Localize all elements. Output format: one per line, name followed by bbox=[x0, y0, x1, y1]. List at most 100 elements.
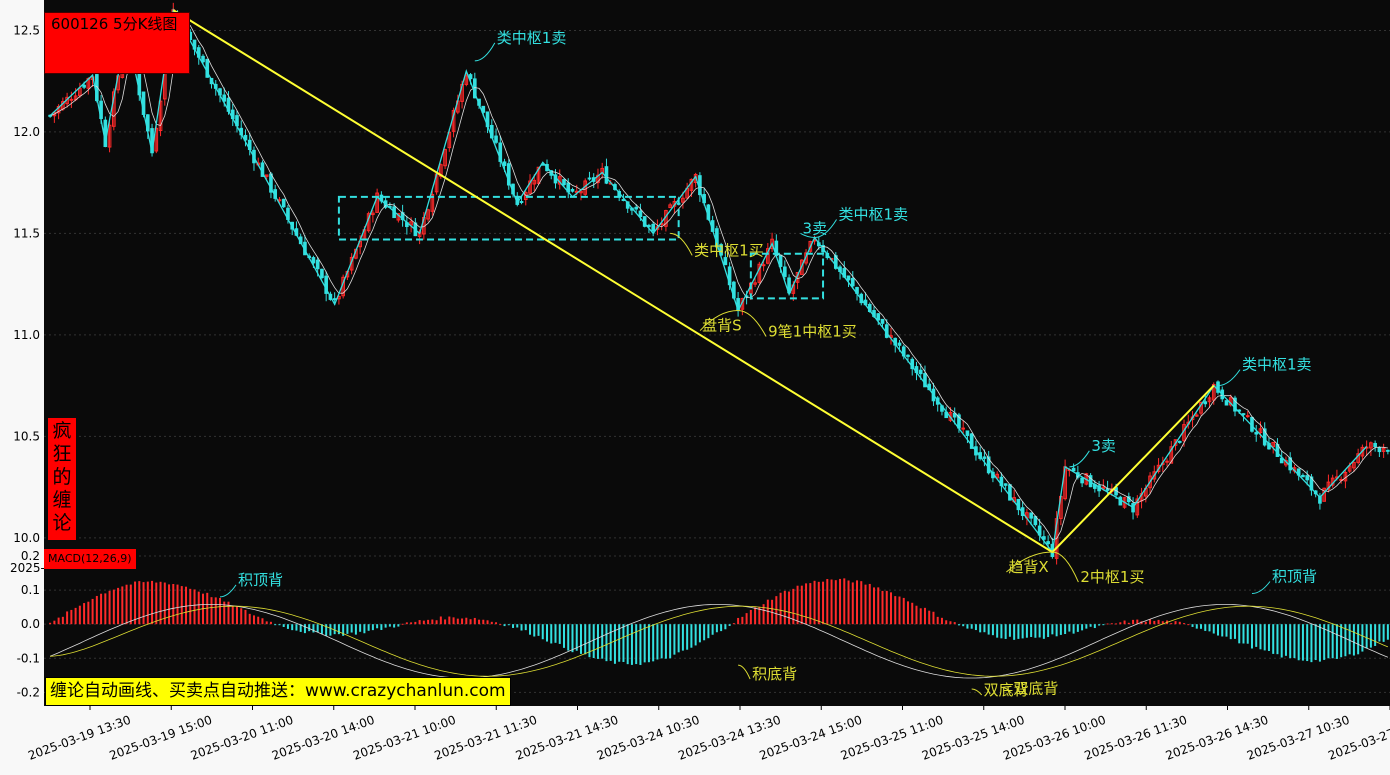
macd-bar bbox=[1132, 619, 1135, 625]
candle-body bbox=[103, 119, 108, 148]
macd-bar bbox=[1357, 624, 1360, 655]
candle-body bbox=[723, 257, 728, 266]
macd-bar bbox=[53, 620, 56, 625]
macd-bar bbox=[1089, 624, 1092, 627]
candle-body bbox=[1046, 541, 1050, 545]
candle-body bbox=[426, 209, 430, 220]
candle-body bbox=[923, 373, 927, 388]
macd-bar bbox=[1000, 624, 1003, 639]
macd-bar bbox=[1004, 624, 1007, 639]
macd-bar bbox=[889, 592, 892, 625]
price-annotation: 趋背X bbox=[1008, 558, 1048, 576]
candle-body bbox=[1254, 432, 1259, 435]
candle-body bbox=[1377, 447, 1382, 453]
candle-body bbox=[1211, 383, 1216, 401]
macd-bar bbox=[885, 590, 888, 625]
candle-body bbox=[1245, 415, 1250, 418]
macd-bar bbox=[1076, 624, 1079, 632]
price-annotation-pointer bbox=[738, 310, 767, 337]
macd-bar bbox=[987, 624, 990, 635]
macd-bar bbox=[622, 624, 625, 662]
macd-bar bbox=[1204, 624, 1207, 631]
macd-bar bbox=[180, 586, 183, 625]
macd-label: MACD(12,26,9) bbox=[48, 552, 132, 565]
macd-bar bbox=[1127, 622, 1130, 625]
macd-bar bbox=[643, 624, 646, 663]
candle-body bbox=[876, 313, 881, 321]
macd-bar bbox=[805, 583, 808, 625]
macd-bar bbox=[495, 622, 498, 625]
candle-body bbox=[668, 204, 672, 209]
candle-body bbox=[906, 354, 910, 357]
macd-bar bbox=[350, 624, 353, 633]
macd-bar bbox=[1280, 624, 1283, 658]
macd-bar bbox=[550, 624, 553, 644]
candle-body bbox=[897, 342, 902, 346]
macd-bar bbox=[274, 624, 277, 626]
price-tick-label: 10.5 bbox=[13, 429, 40, 443]
macd-bar bbox=[112, 589, 115, 625]
candle-body bbox=[82, 84, 86, 88]
macd-bar bbox=[1378, 624, 1381, 642]
price-annotation-pointer bbox=[699, 310, 739, 331]
macd-bar bbox=[448, 616, 451, 625]
macd-bar bbox=[393, 624, 396, 628]
candle-body bbox=[634, 206, 639, 210]
candle-body bbox=[995, 473, 999, 479]
candle-body bbox=[1271, 441, 1276, 448]
promo-banner[interactable]: 缠论自动画线、买卖点自动推送：www.crazychanlun.com bbox=[45, 677, 511, 706]
macd-bar bbox=[902, 597, 905, 625]
macd-bar bbox=[1246, 624, 1249, 644]
macd-bar bbox=[864, 584, 867, 625]
macd-annotation: 积顶背 bbox=[1272, 568, 1317, 586]
macd-tick-label: 0.0 bbox=[21, 617, 40, 631]
macd-bar bbox=[1284, 624, 1287, 656]
candle-body bbox=[158, 100, 163, 131]
macd-dea-line bbox=[50, 605, 1389, 677]
macd-bar bbox=[724, 624, 727, 630]
macd-bar bbox=[630, 624, 633, 665]
price-annotation-pointer bbox=[814, 219, 837, 238]
macd-bar bbox=[452, 617, 455, 625]
macd-bar bbox=[172, 583, 175, 625]
price-annotation: 盘背S bbox=[702, 317, 742, 335]
macd-bar bbox=[197, 591, 200, 625]
candle-body bbox=[880, 318, 885, 324]
macd-bar bbox=[919, 608, 922, 625]
macd-bar bbox=[507, 624, 510, 626]
promo-banner-text: 缠论自动画线、买卖点自动推送：www.crazychanlun.com bbox=[50, 681, 506, 701]
macd-bar bbox=[788, 591, 791, 625]
macd-bar bbox=[252, 615, 255, 625]
macd-bar bbox=[800, 585, 803, 625]
candle-body bbox=[587, 177, 592, 180]
macd-bar bbox=[61, 616, 64, 625]
macd-bar bbox=[1352, 624, 1355, 656]
side-label: 疯狂的缠论 bbox=[52, 420, 72, 534]
macd-bar bbox=[325, 624, 328, 636]
price-annotation-pointer bbox=[1052, 551, 1079, 583]
macd-bar bbox=[320, 624, 323, 634]
bi-stroke-line bbox=[49, 8, 1368, 554]
macd-bar bbox=[125, 584, 128, 625]
macd-bar bbox=[1093, 624, 1096, 629]
macd-bar bbox=[1276, 624, 1279, 655]
macd-bar bbox=[1382, 624, 1385, 642]
macd-bar bbox=[1102, 624, 1105, 626]
macd-bar bbox=[898, 596, 901, 625]
macd-bar bbox=[210, 597, 213, 625]
macd-bar bbox=[1221, 624, 1224, 637]
macd-bar bbox=[932, 611, 935, 625]
candle-body bbox=[375, 192, 379, 213]
candle-body bbox=[371, 212, 375, 216]
macd-bar bbox=[1233, 624, 1236, 639]
macd-annotation: 积底背 bbox=[752, 665, 797, 683]
candle-body bbox=[277, 199, 282, 202]
macd-bar bbox=[873, 587, 876, 625]
macd-bar bbox=[461, 618, 464, 625]
macd-bar bbox=[397, 624, 400, 627]
macd-bar bbox=[881, 590, 884, 625]
macd-bar bbox=[537, 624, 540, 636]
price-annotation: 类中枢1卖 bbox=[1242, 356, 1312, 374]
macd-bar bbox=[1008, 624, 1011, 637]
macd-annotation: 积顶背 bbox=[238, 571, 283, 589]
